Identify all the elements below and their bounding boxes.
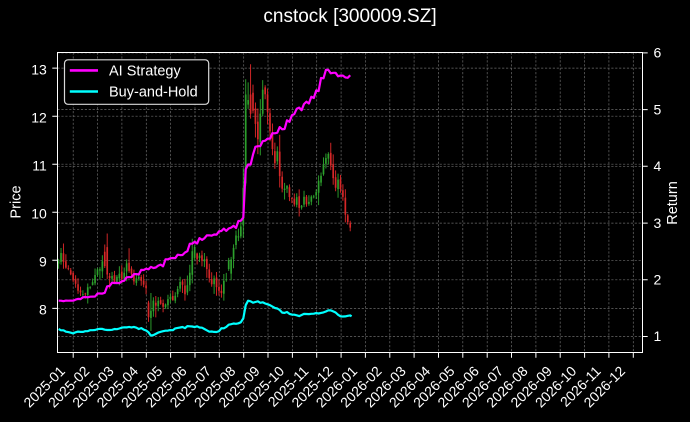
svg-text:13: 13 bbox=[31, 61, 47, 77]
svg-text:2: 2 bbox=[654, 272, 662, 288]
svg-text:Return: Return bbox=[665, 181, 681, 225]
svg-text:3: 3 bbox=[654, 215, 662, 231]
svg-text:1: 1 bbox=[654, 328, 662, 344]
svg-text:Buy-and-Hold: Buy-and-Hold bbox=[109, 85, 198, 101]
svg-text:cnstock [300009.SZ]: cnstock [300009.SZ] bbox=[263, 6, 436, 27]
svg-text:9: 9 bbox=[39, 254, 47, 270]
svg-text:6: 6 bbox=[654, 45, 662, 61]
svg-text:12: 12 bbox=[31, 110, 47, 126]
svg-text:11: 11 bbox=[32, 158, 47, 174]
svg-text:8: 8 bbox=[39, 302, 47, 318]
svg-text:Price: Price bbox=[9, 185, 25, 218]
svg-text:4: 4 bbox=[654, 158, 662, 174]
svg-text:AI Strategy: AI Strategy bbox=[109, 64, 181, 80]
svg-text:10: 10 bbox=[31, 206, 47, 222]
svg-text:5: 5 bbox=[654, 101, 662, 117]
